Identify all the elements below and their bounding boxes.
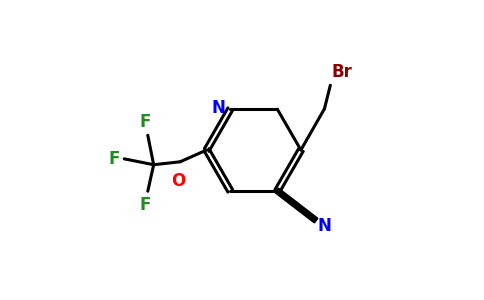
Text: O: O	[171, 172, 186, 190]
Text: F: F	[139, 196, 151, 214]
Text: Br: Br	[332, 63, 353, 81]
Text: N: N	[317, 217, 331, 235]
Text: N: N	[212, 99, 226, 117]
Text: F: F	[108, 150, 120, 168]
Text: F: F	[139, 113, 151, 131]
